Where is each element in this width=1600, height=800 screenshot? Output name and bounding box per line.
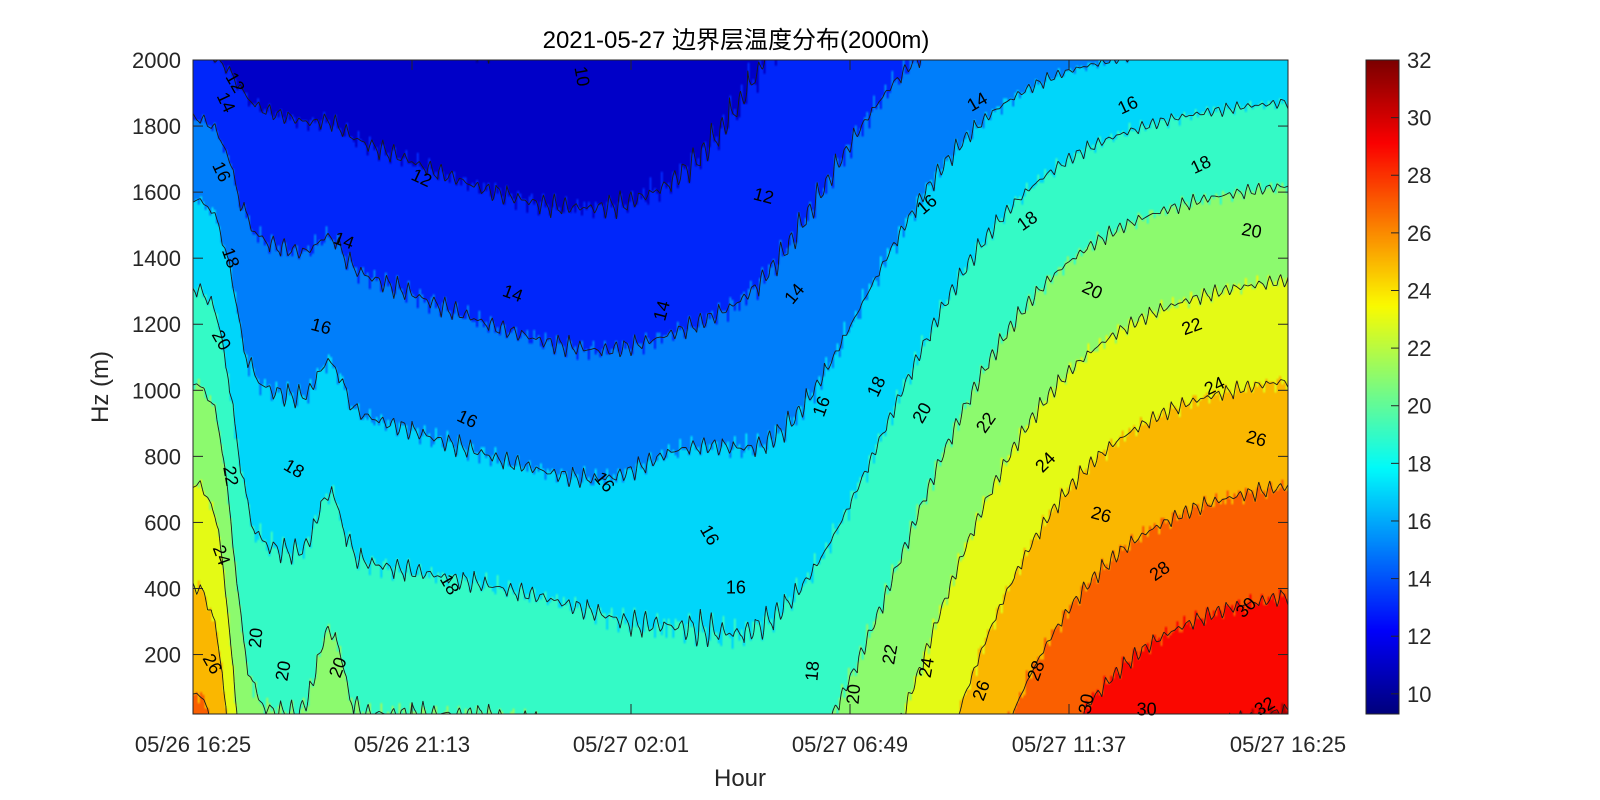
contour-label-24: 24 [915,656,938,679]
colorbar: 10 12 14 16 18 20 22 24 26 28 30 32 [1365,48,1431,715]
colorbar-gradient [1366,60,1399,714]
x-tick-label: 05/27 11:37 [1012,732,1127,757]
contour-label-20: 20 [271,659,294,682]
colorbar-ticks: 10 12 14 16 18 20 22 24 26 28 30 32 [1391,48,1431,707]
colorbar-tick-label: 12 [1407,624,1431,649]
colorbar-tick-label: 28 [1407,163,1431,188]
contour-label-10: 10 [570,65,593,88]
y-tick-label: 400 [144,576,181,601]
x-tick-label: 05/27 06:49 [792,732,908,757]
y-tick-label: 200 [144,643,181,668]
contour-label-26: 26 [1244,426,1269,451]
contour-line-20 [193,182,1288,714]
contour-label-20: 20 [1240,219,1263,242]
contour-plot-area: 1012121214141414141416161616161616161618… [192,59,1289,720]
y-tick-label: 1400 [132,246,181,271]
temperature-contour-field [193,60,1288,714]
colorbar-tick-label: 16 [1407,509,1431,534]
x-axis-title: Hour [714,765,766,792]
y-axis: 200 400 600 800 1000 1200 1400 1600 1800 2000 [132,48,1288,668]
contour-label-20: 20 [843,683,865,705]
contour-line-22 [193,274,1288,714]
plot-frame [192,59,1289,715]
contour-label-30: 30 [1137,699,1157,719]
colorbar-tick-label: 30 [1407,106,1431,131]
contour-line-18 [193,98,1288,647]
contour-label-22: 22 [219,464,242,487]
y-axis-title: Hz (m) [87,351,114,423]
colorbar-tick-label: 26 [1407,221,1431,246]
x-axis: 05/26 16:25 05/26 21:13 05/27 02:01 05/27 0… [135,60,1346,757]
y-tick-label: 600 [144,510,181,535]
colorbar-tick-label: 10 [1407,682,1431,707]
x-tick-label: 05/26 21:13 [354,732,470,757]
x-tick-label: 05/27 02:01 [573,732,689,757]
colorbar-tick-label: 20 [1407,394,1431,419]
y-tick-label: 1800 [132,114,181,139]
contour-line-12 [212,60,766,219]
contour-label-22: 22 [878,643,901,666]
y-tick-label: 1000 [132,378,181,403]
contour-lines [193,60,1288,714]
x-tick-label: 05/27 16:25 [1230,732,1346,757]
contour-line-28 [1083,589,1288,714]
x-tick-label: 05/26 16:25 [135,732,251,757]
colorbar-tick-label: 18 [1407,451,1431,476]
chart-title: 2021-05-27 边界层温度分布(2000m) [543,27,930,54]
contour-label-20: 20 [245,627,267,649]
y-tick-label: 2000 [132,48,181,73]
colorbar-tick-label: 14 [1407,567,1431,592]
y-tick-label: 1200 [132,312,181,337]
contour-line-24 [193,379,1288,714]
contour-label-30: 30 [1074,692,1097,715]
y-tick-label: 1600 [132,180,181,205]
contour-label-26: 26 [1089,502,1114,527]
colorbar-tick-label: 22 [1407,336,1431,361]
contour-line-26 [193,480,1288,714]
y-tick-label: 800 [144,444,181,469]
colorbar-tick-label: 24 [1407,278,1431,303]
contour-label-12: 12 [751,184,776,209]
contour-line-14 [193,60,922,358]
colorbar-tick-label: 32 [1407,48,1431,73]
colorbar-frame [1365,59,1400,715]
contour-label-16: 16 [726,577,746,597]
contour-line-16 [193,60,1129,488]
contour-label-18: 18 [801,660,823,682]
